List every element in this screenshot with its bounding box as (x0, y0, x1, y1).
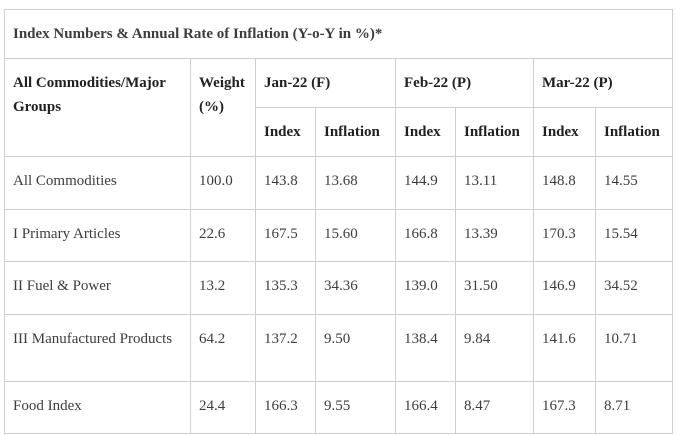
cell-jan-inflation: 9.50 (315, 314, 396, 382)
header-mar-index: Index (533, 107, 596, 157)
inflation-index-table: Index Numbers & Annual Rate of Inflation… (3, 9, 674, 434)
cell-weight: 22.6 (190, 209, 256, 262)
cell-group: I Primary Articles (4, 209, 191, 262)
header-jan-inflation: Inflation (315, 107, 396, 157)
cell-feb-inflation: 8.47 (455, 381, 534, 434)
cell-jan-index: 166.3 (255, 381, 316, 434)
cell-mar-inflation: 14.55 (594, 156, 674, 210)
header-month-feb: Feb-22 (P) (395, 58, 534, 108)
table-title: Index Numbers & Annual Rate of Inflation… (3, 9, 674, 59)
table-row-all-commodities: All Commodities 100.0 143.8 13.68 144.9 … (4, 156, 674, 210)
cell-group: II Fuel & Power (4, 261, 191, 315)
cell-feb-inflation: 13.39 (455, 209, 534, 262)
cell-feb-index: 166.4 (395, 381, 456, 434)
cell-mar-index: 141.6 (533, 314, 596, 382)
table-row-manufactured-products: III Manufactured Products 64.2 137.2 9.5… (4, 314, 674, 382)
title-row: Index Numbers & Annual Rate of Inflation… (3, 9, 674, 59)
header-month-mar: Mar-22 (P) (532, 58, 674, 108)
cell-mar-index: 167.3 (533, 381, 596, 434)
cell-mar-index: 170.3 (533, 209, 596, 262)
header-row-subcolumns: Index Inflation Index Inflation Index In… (5, 107, 674, 157)
cell-feb-index: 144.9 (395, 156, 456, 210)
cell-mar-inflation: 10.71 (594, 314, 674, 382)
cell-jan-inflation: 13.68 (315, 156, 396, 210)
cell-weight: 24.4 (190, 381, 256, 434)
cell-mar-inflation: 15.54 (594, 209, 674, 262)
header-jan-index: Index (255, 107, 316, 157)
cell-feb-inflation: 13.11 (455, 156, 534, 210)
cell-jan-inflation: 34.36 (315, 261, 396, 315)
cell-mar-index: 146.9 (533, 261, 596, 315)
cell-jan-index: 167.5 (255, 209, 316, 262)
header-row-months: All Commodities/Major Groups Weight (%) … (4, 58, 674, 157)
cell-mar-index: 148.8 (533, 156, 596, 210)
cell-feb-index: 138.4 (395, 314, 456, 382)
cell-jan-inflation: 15.60 (315, 209, 396, 262)
header-group-column: All Commodities/Major Groups (4, 58, 191, 157)
cell-group: All Commodities (4, 156, 191, 210)
header-weight-column: Weight (%) (190, 58, 256, 157)
header-month-jan: Jan-22 (F) (255, 58, 396, 108)
table-row-primary-articles: I Primary Articles 22.6 167.5 15.60 166.… (4, 209, 674, 262)
cell-mar-inflation: 34.52 (594, 261, 674, 315)
header-feb-index: Index (395, 107, 456, 157)
cell-weight: 64.2 (190, 314, 256, 382)
cell-weight: 13.2 (190, 261, 256, 315)
cell-jan-index: 143.8 (255, 156, 316, 210)
cell-group: III Manufactured Products (4, 314, 191, 382)
table-row-fuel-power: II Fuel & Power 13.2 135.3 34.36 139.0 3… (4, 261, 674, 315)
cell-jan-index: 135.3 (255, 261, 316, 315)
table-row-food-index: Food Index 24.4 166.3 9.55 166.4 8.47 16… (4, 381, 674, 434)
cell-feb-inflation: 9.84 (455, 314, 534, 382)
cell-jan-index: 137.2 (255, 314, 316, 382)
cell-weight: 100.0 (190, 156, 256, 210)
header-feb-inflation: Inflation (455, 107, 534, 157)
cell-feb-inflation: 31.50 (455, 261, 534, 315)
cell-mar-inflation: 8.71 (594, 381, 674, 434)
cell-feb-index: 166.8 (395, 209, 456, 262)
header-mar-inflation: Inflation (594, 107, 674, 157)
cell-feb-index: 139.0 (395, 261, 456, 315)
cell-group: Food Index (4, 381, 191, 434)
cell-jan-inflation: 9.55 (315, 381, 396, 434)
